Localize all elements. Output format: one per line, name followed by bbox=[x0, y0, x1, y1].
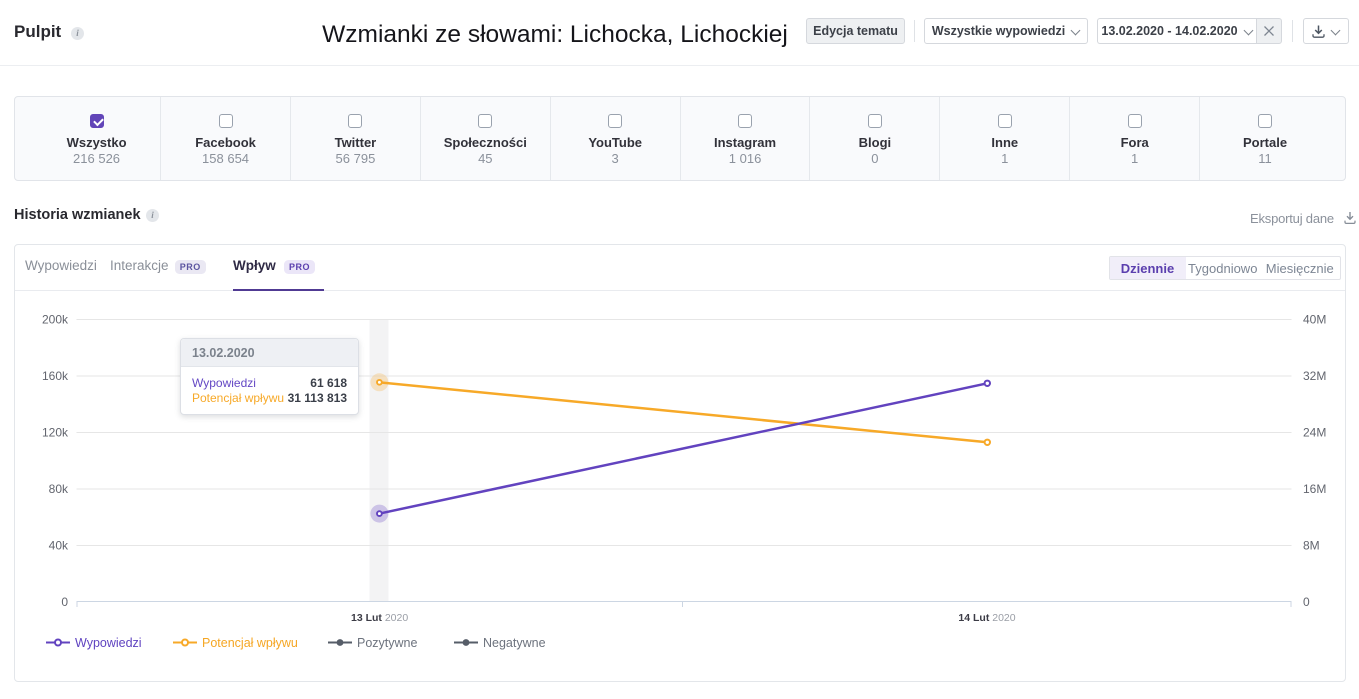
svg-text:24M: 24M bbox=[1303, 426, 1326, 440]
svg-text:14 Lut 2020: 14 Lut 2020 bbox=[958, 612, 1015, 624]
svg-text:13 Lut 2020: 13 Lut 2020 bbox=[351, 612, 408, 624]
svg-text:40M: 40M bbox=[1303, 313, 1326, 327]
svg-text:200k: 200k bbox=[42, 313, 69, 327]
svg-text:8M: 8M bbox=[1303, 539, 1320, 553]
svg-text:0: 0 bbox=[61, 595, 68, 609]
svg-text:0: 0 bbox=[1303, 595, 1310, 609]
svg-text:160k: 160k bbox=[42, 369, 69, 383]
svg-text:16M: 16M bbox=[1303, 482, 1326, 496]
svg-text:40k: 40k bbox=[49, 539, 69, 553]
svg-text:80k: 80k bbox=[49, 482, 69, 496]
svg-text:32M: 32M bbox=[1303, 369, 1326, 383]
svg-text:120k: 120k bbox=[42, 426, 69, 440]
